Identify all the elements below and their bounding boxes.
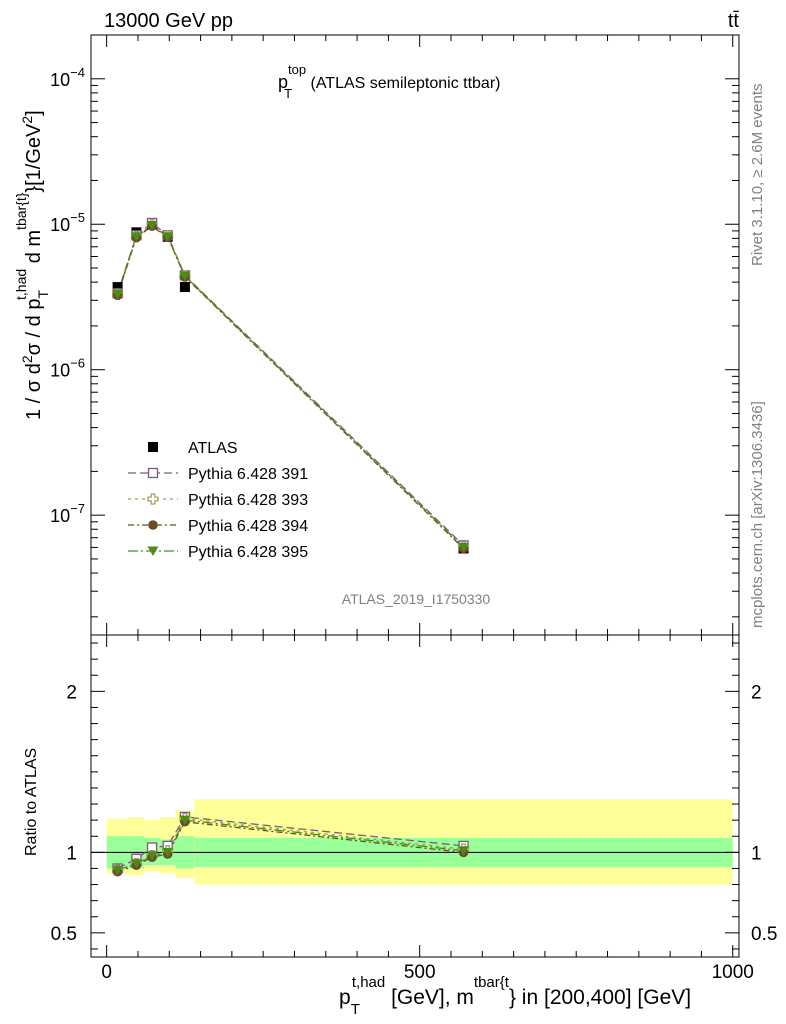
main-data-point [112,282,123,293]
ratio-y-tick-label: 0.5 [51,924,77,945]
ratio-y-tick-label-right: 0.5 [751,924,777,945]
header-left: 13000 GeV pp [104,10,233,32]
legend-label: Pythia 6.428 394 [188,518,308,535]
main-y-tick-label-base: 10 [50,215,70,235]
main-y-tick-label: 10−6 [50,356,85,381]
mcplots-reference-text: mcplots.cern.ch [arXiv:1306.3436] [749,401,766,628]
main-panel: 10−710−610−510−4 ptop T (ATLAS semilepton… [13,34,740,636]
ratio-markers [112,811,470,877]
ratio-data-point [179,815,191,826]
main-data-point [179,271,191,282]
main-y-tick-label-base: 10 [50,361,70,381]
ratio-y-tick-label-right: 1 [751,843,762,864]
legend-label: Pythia 6.428 395 [188,544,308,561]
main-y-tick-label-exp: −5 [70,210,85,225]
legend-label: Pythia 6.428 393 [188,492,308,509]
header-right: tt̄ [728,10,740,32]
x-tick-label: 500 [404,962,436,983]
ratio-data-point [146,851,158,861]
legend-label: Pythia 6.428 391 [188,466,308,483]
main-y-tick-label: 10−4 [50,65,85,90]
main-data-point [179,282,190,293]
rivet-version-text: Rivet 3.1.10, ≥ 2.6M events [749,84,766,267]
legend: ATLAS Pythia 6.428 391 Pythia 6.428 393 Pyt… [128,440,308,561]
ratio-series-line [117,819,464,871]
ratio-y-tick-label: 1 [66,843,77,864]
ratio-data-point [458,846,470,856]
main-data-point [130,232,142,242]
main-series-line [116,224,464,548]
ratio-frame [90,634,740,958]
main-y-tick-label-exp: −7 [70,501,85,516]
ratio-y-axis-label: Ratio to ATLAS [23,748,40,856]
main-series-line [116,225,464,549]
x-axis-label: pTt,had [GeV], mtbar{t} in [200,400] [Ge… [339,974,691,1018]
main-data-point [162,232,174,242]
ratio-data-point [112,865,124,876]
ratio-data-point [130,859,142,869]
main-data-point [146,221,158,231]
main-ticks: 10−710−610−510−4 [50,34,739,635]
main-y-axis-label: 1 / σ d2σ / d pTt,had d mtbar{t}}[1/GeV2… [13,110,51,420]
main-y-tick-label-base: 10 [50,506,70,526]
legend-marker [147,467,159,479]
plot-title-main: p [278,72,288,92]
ratio-y-tick-label: 2 [66,682,77,703]
ratio-panel: 0.5 0.5 1 1 2 2 0 500 1000 Ratio to ATLAS pTt,ha… [23,634,777,1018]
main-data-point [458,542,470,553]
x-tick-label: 0 [101,962,112,983]
main-y-tick-label: 10−5 [50,210,85,235]
plot-title-sup: top [288,62,306,77]
main-markers [112,217,470,554]
main-lines [116,222,464,549]
analysis-watermark: ATLAS_2019_I1750330 [342,591,491,607]
main-data-point [112,289,124,300]
main-y-tick-label-base: 10 [50,70,70,90]
plot-title: ptop T (ATLAS semileptonic ttbar) [278,62,500,101]
main-y-tick-label-exp: −6 [70,356,85,371]
legend-marker [147,493,159,505]
ratio-ticks: 0.5 0.5 1 1 2 2 0 500 1000 [51,635,777,983]
plot-title-suffix: (ATLAS semileptonic ttbar) [306,75,500,92]
plot-title-sub: T [284,86,292,101]
main-y-tick-label: 10−7 [50,501,85,526]
legend-marker [148,442,158,452]
ratio-data-point [162,847,174,858]
legend-marker [147,546,159,556]
legend-marker [148,520,158,530]
ratio-y-tick-label-right: 2 [751,682,762,703]
legend-label: ATLAS [188,440,238,457]
x-tick-label: 1000 [712,962,754,983]
main-y-tick-label-exp: −4 [70,65,85,80]
